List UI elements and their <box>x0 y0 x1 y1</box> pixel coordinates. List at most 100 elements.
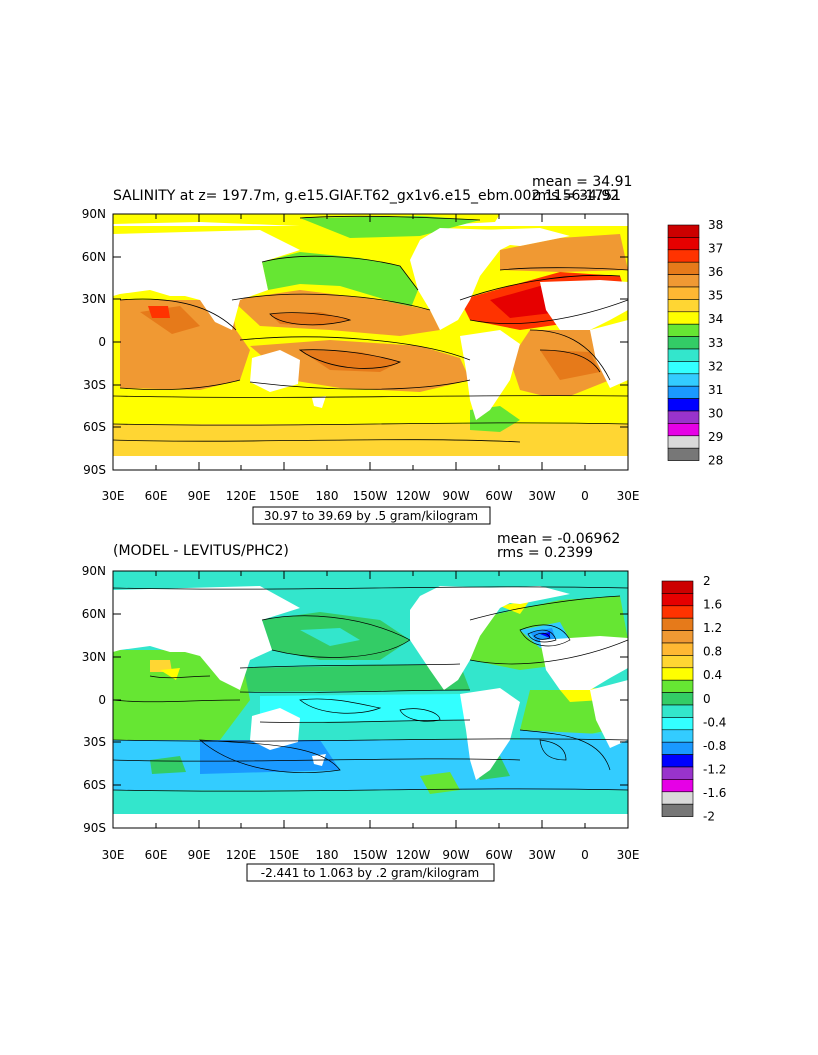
x-tick-label: 150E <box>269 848 300 862</box>
salinity-colorbar-swatch <box>667 398 700 412</box>
difference-colorbar-label: -2 <box>703 810 715 824</box>
y-tick-label: 90S <box>83 821 106 835</box>
salinity-colorbar-label: 32 <box>708 359 723 373</box>
difference-colorbar-swatch <box>661 729 694 743</box>
y-tick-label: 60N <box>82 607 106 621</box>
y-tick-label: 90N <box>82 564 106 578</box>
salinity-colorbar-label: 34 <box>708 312 723 326</box>
y-tick-label: 90S <box>83 463 106 477</box>
salinity-colorbar-swatch <box>667 373 700 387</box>
difference-colorbar-label: 0 <box>703 692 711 706</box>
x-tick-label: 150E <box>269 489 300 503</box>
salinity-colorbar-swatch <box>667 311 700 325</box>
salinity-colorbar-label: 31 <box>708 383 723 397</box>
salinity-range-box <box>252 506 491 525</box>
difference-title: (MODEL - LEVITUS/PHC2) <box>113 543 289 559</box>
salinity-colorbar-swatch <box>667 385 700 399</box>
difference-colorbar-swatch <box>661 692 694 706</box>
x-tick-label: 60W <box>485 848 512 862</box>
difference-colorbar-label: -1.6 <box>703 786 726 800</box>
difference-colorbar-label: -0.8 <box>703 739 726 753</box>
salinity-colorbar <box>667 224 700 461</box>
difference-range-box <box>246 863 495 882</box>
salinity-colorbar-swatch <box>667 423 700 437</box>
salinity-colorbar-swatch <box>667 249 700 263</box>
difference-colorbar-swatch <box>661 779 694 793</box>
difference-colorbar-label: 1.2 <box>703 621 722 635</box>
difference-colorbar-swatch <box>661 655 694 669</box>
x-tick-label: 30E <box>617 848 640 862</box>
y-tick-label: 90N <box>82 207 106 221</box>
difference-range-label: -2.441 to 1.063 by .2 gram/kilogram <box>261 866 480 880</box>
x-tick-label: 150W <box>353 848 388 862</box>
salinity-colorbar-label: 38 <box>708 218 723 232</box>
y-tick-label: 0 <box>98 693 106 707</box>
y-tick-label: 30S <box>83 378 106 392</box>
difference-colorbar-swatch <box>661 593 694 607</box>
salinity-panel: SALINITY at z= 197.7m, g.e15.GIAF.T62_gx… <box>82 174 723 525</box>
y-tick-label: 60S <box>83 420 106 434</box>
difference-colorbar-swatch <box>661 766 694 780</box>
salinity-colorbar-labels: 38 37 36 35 34 33 32 31 30 29 28 <box>708 218 723 468</box>
salinity-colorbar-swatch <box>667 299 700 313</box>
difference-colorbar-swatch <box>661 617 694 631</box>
x-tick-label: 90E <box>188 848 211 862</box>
salinity-colorbar-label: 29 <box>708 430 723 444</box>
difference-colorbar-swatch <box>661 630 694 644</box>
salinity-colorbar-swatch <box>667 447 700 461</box>
salinity-colorbar-swatch <box>667 361 700 375</box>
salinity-colorbar-swatch <box>667 286 700 300</box>
x-tick-label: 120E <box>226 489 257 503</box>
y-tick-label: 60N <box>82 250 106 264</box>
x-tick-label: 30W <box>528 489 555 503</box>
difference-colorbar-swatch <box>661 754 694 768</box>
salinity-colorbar-swatch <box>667 261 700 275</box>
difference-colorbar-swatch <box>661 704 694 718</box>
salinity-colorbar-swatch <box>667 323 700 337</box>
difference-panel: (MODEL - LEVITUS/PHC2) mean = -0.06962 r… <box>82 531 726 882</box>
salinity-colorbar-label: 28 <box>708 454 723 468</box>
x-tick-label: 60E <box>145 489 168 503</box>
salinity-colorbar-label: 36 <box>708 265 723 279</box>
y-tick-label: 60S <box>83 778 106 792</box>
difference-colorbar-labels: 2 1.6 1.2 0.8 0.4 0 -0.4 -0.8 -1.2 -1.6 -2 <box>703 574 726 824</box>
salinity-colorbar-label: 37 <box>708 242 723 256</box>
difference-colorbar-swatch <box>661 605 694 619</box>
salinity-colorbar-swatch <box>667 336 700 350</box>
difference-colorbar-swatch <box>661 791 694 805</box>
salinity-colorbar-swatch <box>667 274 700 288</box>
difference-map <box>113 571 628 828</box>
salinity-colorbar-swatch <box>667 435 700 449</box>
difference-colorbar-swatch <box>661 717 694 731</box>
y-tick-label: 0 <box>98 335 106 349</box>
salinity-colorbar-swatch <box>667 410 700 424</box>
difference-colorbar-swatch <box>661 803 694 817</box>
x-tick-label: 120W <box>396 489 431 503</box>
salinity-ticks <box>112 213 628 471</box>
x-tick-label: 150W <box>353 489 388 503</box>
salinity-y-tick-labels: 90N 60N 30N 0 30S 60S 90S <box>82 207 106 477</box>
x-tick-label: 120W <box>396 848 431 862</box>
difference-y-tick-labels: 90N 60N 30N 0 30S 60S 90S <box>82 564 106 835</box>
salinity-mean: mean = 34.91 <box>532 174 632 190</box>
difference-colorbar-label: 2 <box>703 574 711 588</box>
difference-colorbar-label: 0.4 <box>703 668 722 682</box>
x-tick-label: 90E <box>188 489 211 503</box>
difference-colorbar-swatch <box>661 741 694 755</box>
y-tick-label: 30N <box>82 292 106 306</box>
difference-mean: mean = -0.06962 <box>497 531 620 547</box>
salinity-map <box>113 214 628 470</box>
y-tick-label: 30S <box>83 735 106 749</box>
x-tick-label: 0 <box>581 489 589 503</box>
x-tick-label: 0 <box>581 848 589 862</box>
x-tick-label: 60W <box>485 489 512 503</box>
y-tick-label: 30N <box>82 650 106 664</box>
salinity-rms: rms = 34.92 <box>532 188 619 204</box>
x-tick-label: 90W <box>442 848 469 862</box>
difference-x-tick-labels: 30E 60E 90E 120E 150E 180 150W 120W 90W … <box>102 848 640 862</box>
difference-colorbar <box>661 580 694 817</box>
salinity-colorbar-swatch <box>667 237 700 251</box>
x-tick-label: 120E <box>226 848 257 862</box>
difference-colorbar-swatch <box>661 580 694 594</box>
